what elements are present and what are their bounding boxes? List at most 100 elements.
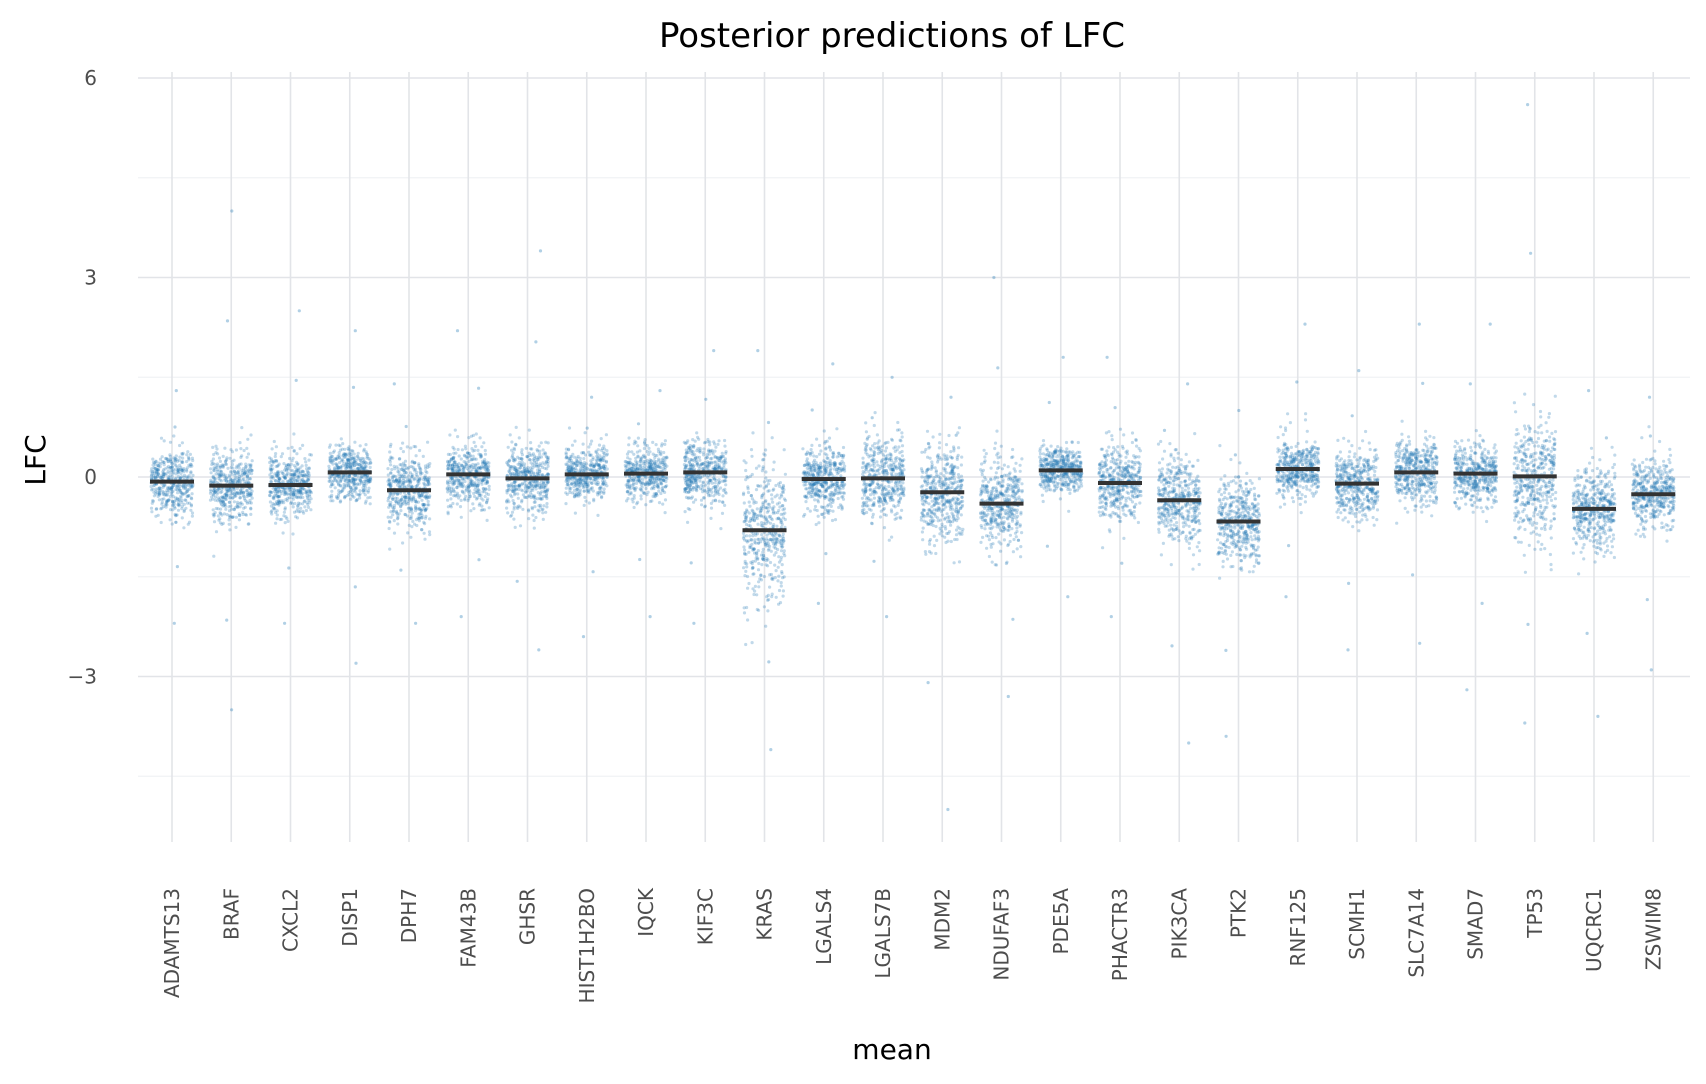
posterior-point: [657, 501, 662, 505]
posterior-point: [544, 440, 548, 444]
posterior-point: [283, 507, 287, 511]
posterior-point: [335, 480, 339, 484]
posterior-point: [714, 445, 718, 449]
posterior-point: [170, 462, 174, 466]
posterior-point: [174, 464, 178, 468]
posterior-point: [625, 452, 630, 456]
posterior-point: [588, 480, 592, 484]
posterior-point: [303, 457, 307, 461]
posterior-point: [746, 487, 750, 491]
posterior-point: [182, 486, 186, 490]
posterior-point: [228, 456, 232, 460]
posterior-point: [178, 476, 182, 480]
posterior-point: [327, 445, 332, 449]
posterior-point: [185, 489, 189, 494]
posterior-point: [514, 443, 518, 447]
posterior-point: [709, 487, 713, 491]
posterior-point: [239, 455, 243, 459]
posterior-point: [568, 457, 572, 461]
posterior-point: [216, 496, 220, 500]
posterior-point: [284, 466, 288, 470]
posterior-point: [770, 539, 775, 544]
posterior-point: [486, 497, 490, 501]
posterior-point: [458, 505, 463, 509]
posterior-point: [745, 475, 749, 479]
posterior-point: [601, 479, 605, 483]
posterior-point: [578, 456, 582, 460]
posterior-point: [185, 466, 189, 470]
posterior-point: [160, 502, 164, 506]
posterior-point: [180, 468, 184, 472]
posterior-point: [171, 500, 175, 504]
posterior-point: [822, 429, 826, 433]
posterior-point: [167, 488, 171, 492]
posterior-point: [634, 466, 638, 470]
posterior-point: [189, 463, 193, 467]
posterior-point: [188, 464, 192, 468]
posterior-point: [512, 448, 517, 452]
posterior-point: [759, 578, 764, 582]
posterior-point: [596, 463, 601, 467]
posterior-point: [185, 495, 189, 499]
posterior-point: [515, 487, 519, 491]
posterior-point: [660, 460, 664, 464]
posterior-point: [819, 449, 823, 453]
posterior-point: [663, 458, 667, 462]
posterior-point: [524, 495, 528, 499]
posterior-point: [509, 514, 513, 518]
posterior-point: [245, 475, 249, 479]
posterior-point: [625, 490, 630, 494]
posterior-point: [404, 424, 408, 429]
posterior-point: [208, 498, 213, 502]
posterior-point: [184, 468, 188, 472]
posterior-point: [623, 459, 627, 464]
posterior-point: [605, 449, 609, 453]
posterior-point: [813, 498, 817, 502]
posterior-point: [698, 446, 702, 450]
posterior-point: [481, 478, 485, 482]
posterior-point: [333, 486, 337, 490]
posterior-point: [427, 503, 431, 507]
posterior-point: [665, 456, 669, 460]
posterior-point: [180, 516, 184, 520]
posterior-point: [583, 464, 587, 468]
posterior-point: [535, 483, 539, 487]
posterior-point: [567, 479, 571, 483]
posterior-point: [573, 455, 577, 459]
posterior-point: [392, 479, 396, 483]
posterior-point: [546, 480, 550, 484]
posterior-point: [249, 493, 253, 497]
posterior-point: [217, 456, 222, 460]
posterior-point: [170, 468, 174, 473]
posterior-point: [831, 509, 835, 513]
posterior-point: [487, 461, 491, 465]
posterior-point: [330, 482, 334, 486]
posterior-point: [506, 511, 510, 515]
posterior-point: [427, 530, 432, 534]
posterior-point: [189, 470, 193, 474]
posterior-point: [542, 490, 547, 494]
posterior-point: [780, 545, 784, 549]
posterior-point: [294, 378, 298, 382]
posterior-point: [585, 483, 589, 487]
posterior-point: [426, 499, 430, 504]
posterior-point: [587, 450, 591, 454]
posterior-point: [406, 474, 410, 478]
posterior-point: [780, 563, 784, 567]
posterior-point: [154, 476, 158, 480]
posterior-point: [773, 495, 777, 499]
posterior-point: [227, 505, 231, 509]
posterior-point: [468, 463, 472, 468]
posterior-point: [296, 468, 300, 473]
posterior-point: [365, 456, 369, 460]
posterior-point: [658, 389, 662, 393]
posterior-point: [778, 496, 782, 500]
posterior-point: [401, 541, 405, 545]
posterior-point: [751, 559, 755, 564]
posterior-point: [582, 489, 586, 493]
posterior-point: [186, 475, 190, 479]
posterior-point: [774, 595, 778, 599]
posterior-point: [297, 309, 301, 313]
posterior-point: [364, 499, 368, 503]
posterior-point: [420, 516, 424, 520]
